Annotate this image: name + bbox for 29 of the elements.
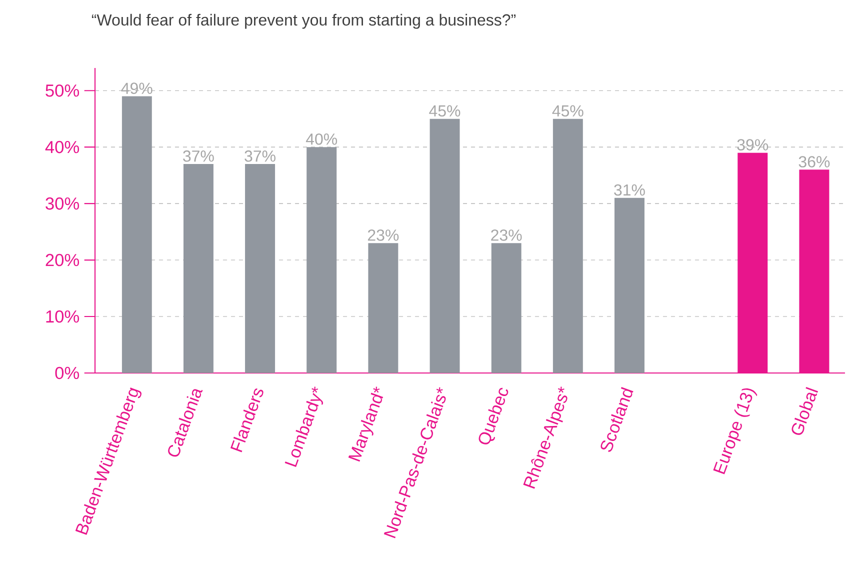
data-label: 39% xyxy=(737,139,768,150)
bar xyxy=(245,164,276,373)
data-label: 40% xyxy=(306,133,338,145)
x-tick-label: Global xyxy=(792,386,818,435)
chart-title: “Would fear of failure prevent you from starting a business?” xyxy=(92,14,516,29)
bar xyxy=(430,118,460,373)
bar xyxy=(306,147,337,373)
data-label: 36% xyxy=(798,156,830,168)
data-label: 31% xyxy=(614,184,645,196)
y-tick-label: 30% xyxy=(46,197,80,210)
data-label: 37% xyxy=(183,150,214,162)
y-tick-label: 20% xyxy=(46,254,80,266)
data-label: 23% xyxy=(491,230,522,241)
y-tick-label: 0% xyxy=(55,366,80,380)
data-label: 45% xyxy=(429,105,460,117)
data-label: 45% xyxy=(552,105,584,117)
bar xyxy=(183,164,214,373)
y-tick-label: 40% xyxy=(45,140,80,154)
bar xyxy=(614,198,644,373)
bar xyxy=(368,243,398,373)
y-tick-label: 50% xyxy=(46,84,80,97)
data-label: 37% xyxy=(244,150,276,162)
bar xyxy=(552,118,583,373)
x-tick-label: Europe (13) xyxy=(713,388,758,474)
bar xyxy=(122,96,152,373)
data-label: 23% xyxy=(368,230,399,241)
data-label: 49% xyxy=(121,82,152,94)
y-tick-label: 10% xyxy=(46,310,80,323)
bar xyxy=(491,243,522,373)
